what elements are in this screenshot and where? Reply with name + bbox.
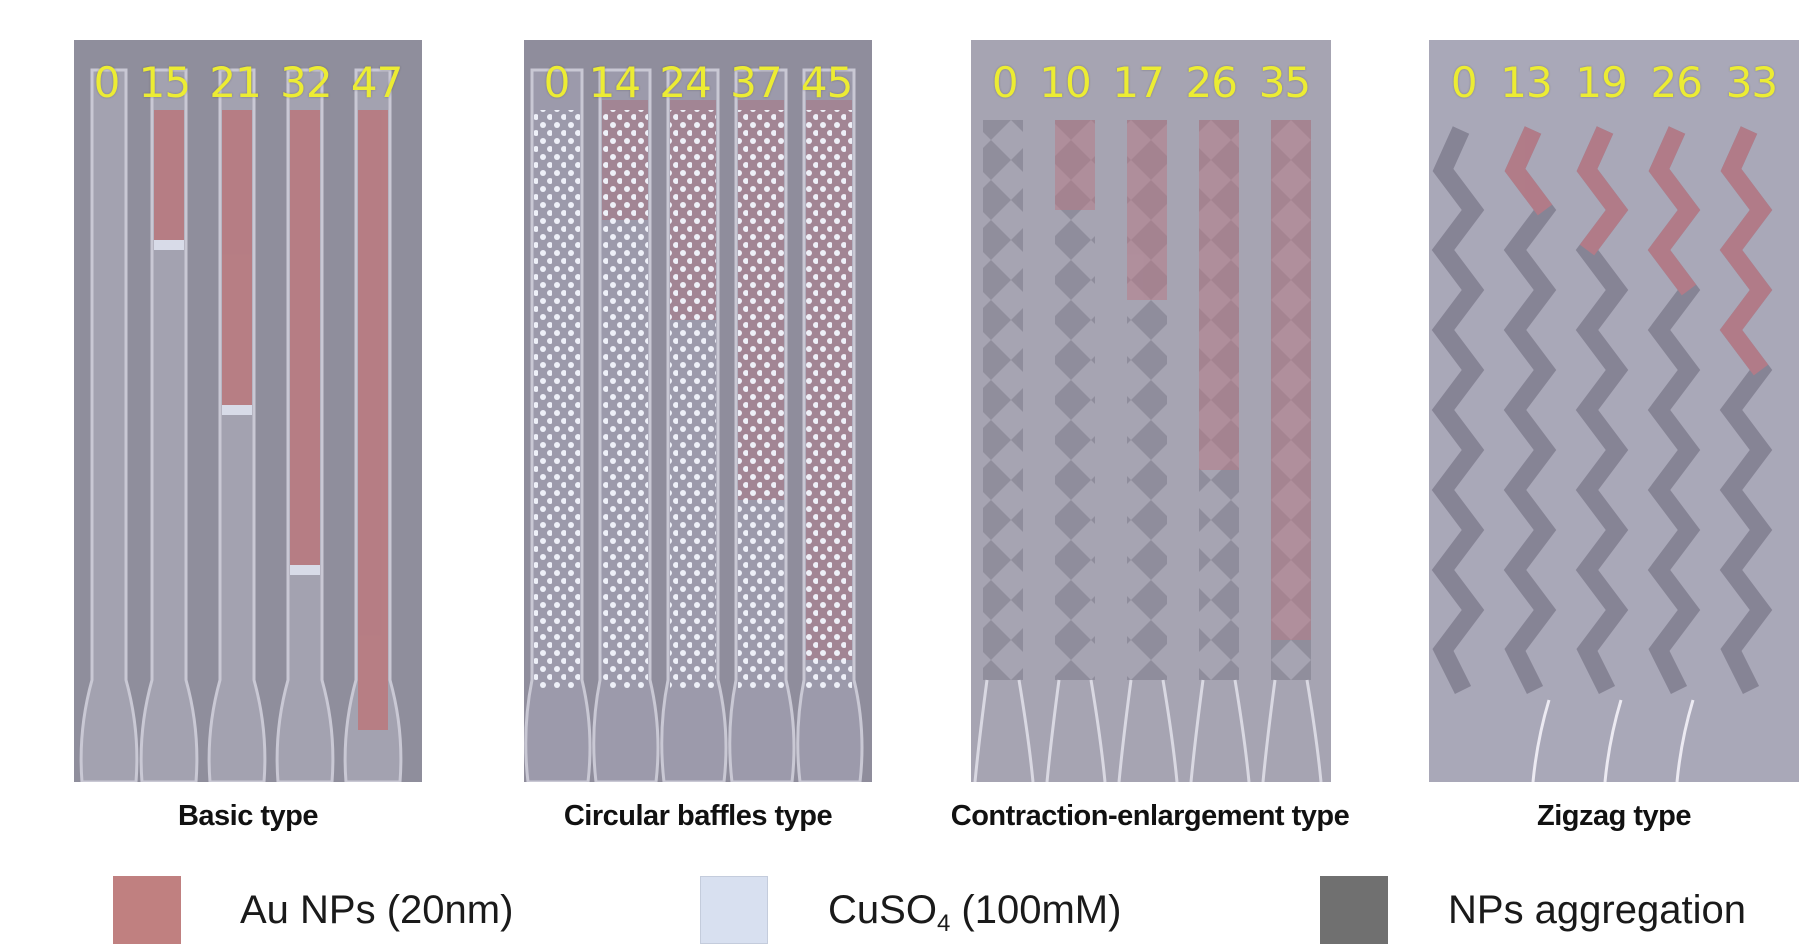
time-labels-basic: 0 15 21 32 47 [74, 58, 422, 108]
legend-label-cuso4-subscript: 4 [936, 910, 951, 937]
time-label: 0 [1450, 58, 1478, 107]
legend-label-aggregation: NPs aggregation [1448, 888, 1746, 932]
time-label: 13 [1500, 58, 1552, 107]
legend-label-cuso4-rest: (100mM) [950, 888, 1122, 932]
photo-panel-zigzag: 0 13 19 26 33 [1429, 40, 1799, 782]
time-label: 45 [800, 58, 853, 107]
time-label: 33 [1725, 58, 1778, 107]
time-label: 26 [1185, 58, 1238, 107]
time-labels-zigzag: 0 13 19 26 33 [1429, 58, 1799, 108]
caption-zigzag: Zigzag type [1536, 800, 1692, 832]
legend-label-au-nps: Au NPs (20nm) [240, 888, 514, 932]
time-label: 21 [209, 58, 261, 107]
time-labels-contraction-enlargement: 0 10 17 26 35 [971, 58, 1331, 108]
time-label: 17 [1112, 58, 1164, 107]
time-label: 35 [1258, 58, 1311, 107]
channel-photo-contraction-enlargement [971, 40, 1331, 782]
time-label: 14 [588, 58, 641, 107]
legend-label-cuso4-main: CuSO [828, 888, 937, 932]
channel-photo-zigzag [1429, 40, 1799, 782]
time-label: 10 [1039, 58, 1091, 107]
legend-label-cuso4: CuSO4 (100mM) [828, 880, 1121, 940]
caption-circular-baffles: Circular baffles type [563, 800, 833, 832]
time-label: 26 [1650, 58, 1703, 107]
time-labels-circular-baffles: 0 14 24 37 45 [524, 58, 872, 108]
time-label: 47 [350, 58, 403, 107]
time-label: 32 [280, 58, 332, 107]
time-label: 0 [543, 58, 571, 107]
photo-panel-circular-baffles: 0 14 24 37 45 [524, 40, 872, 782]
legend-swatch-aggregation [1320, 876, 1388, 944]
time-label: 19 [1575, 58, 1627, 107]
caption-basic: Basic type [177, 800, 319, 832]
caption-contraction-enlargement: Contraction-enlargement type [950, 800, 1350, 832]
time-label: 37 [730, 58, 782, 107]
time-label: 15 [138, 58, 191, 107]
time-label: 24 [659, 58, 711, 107]
legend-swatch-cuso4 [700, 876, 768, 944]
time-label: 0 [93, 58, 121, 107]
channel-photo-circular-baffles [524, 40, 872, 782]
photo-panel-basic: 0 15 21 32 47 [74, 40, 422, 782]
photo-panel-contraction-enlargement: 0 10 17 26 35 [971, 40, 1331, 782]
channel-photo-basic [74, 40, 422, 782]
time-label: 0 [991, 58, 1019, 107]
legend-swatch-au-nps [113, 876, 181, 944]
